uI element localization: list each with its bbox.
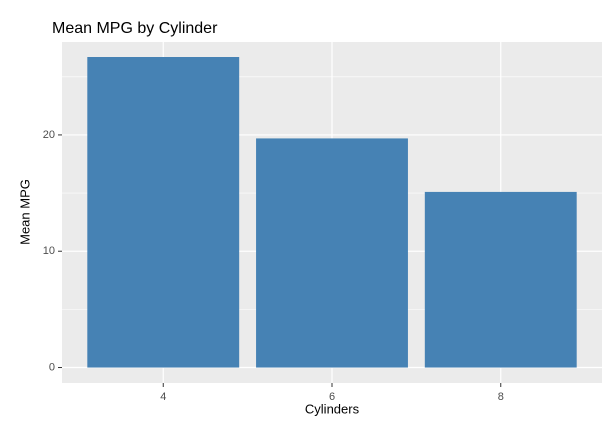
x-tick-label: 4 <box>160 391 166 403</box>
bar <box>424 191 577 368</box>
chart-title: Mean MPG by Cylinder <box>52 20 218 37</box>
y-tick-label: 0 <box>49 361 55 373</box>
bar <box>87 57 240 368</box>
y-axis-title: Mean MPG <box>17 179 32 245</box>
y-tick-label: 20 <box>43 129 55 141</box>
y-tick-label: 10 <box>43 245 55 257</box>
bar <box>256 138 408 368</box>
x-tick-label: 6 <box>329 391 335 403</box>
x-axis-title: Cylinders <box>305 401 360 416</box>
x-tick-label: 8 <box>498 391 504 403</box>
